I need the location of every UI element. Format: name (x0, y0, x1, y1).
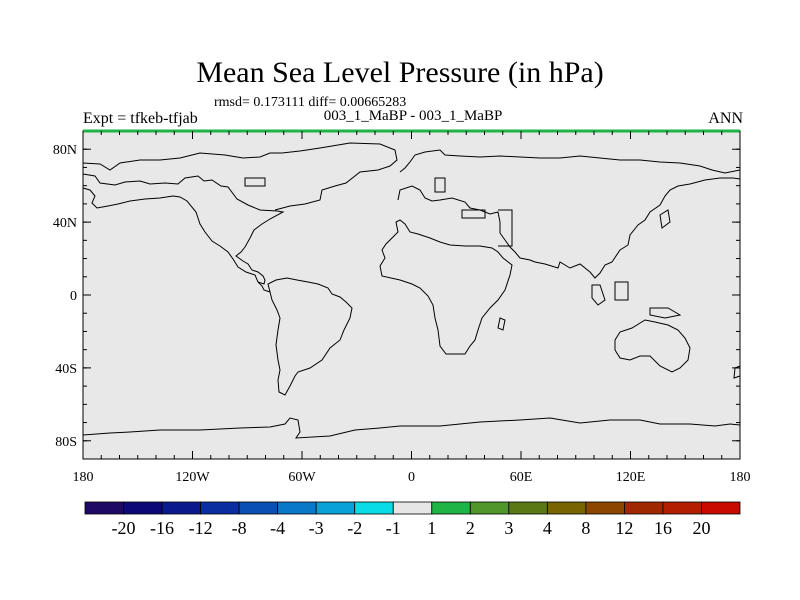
colorbar-label: 12 (615, 518, 633, 538)
colorbar-label: -8 (232, 518, 247, 538)
colorbar-swatch (701, 501, 741, 515)
coastline-antarctica (82, 417, 741, 439)
colorbar-label: 3 (504, 518, 513, 538)
coastline-japan (659, 209, 671, 229)
experiment-label: Expt = tfkeb-tfjab (83, 110, 198, 127)
lon-tick-label: 0 (408, 470, 415, 485)
colorbar-label: 2 (466, 518, 475, 538)
season-label: ANN (708, 110, 743, 127)
lon-tick-label: 180 (73, 470, 94, 485)
colorbar-label: -1 (386, 518, 401, 538)
colorbar-swatch (431, 501, 471, 515)
colorbar-label: 4 (543, 518, 552, 538)
colorbar-label: 8 (581, 518, 590, 538)
coastline-australia (614, 319, 691, 373)
colorbar-label: -16 (150, 518, 174, 538)
colorbar-swatch (508, 501, 548, 515)
lon-tick-label: 60E (510, 470, 533, 485)
colorbar-label: -2 (347, 518, 362, 538)
coastline-caspian (461, 209, 486, 219)
lon-tick-label: 120W (175, 470, 210, 485)
colorbar-label: -20 (112, 518, 136, 538)
colorbar-label: 20 (692, 518, 710, 538)
coastline-baffin (244, 177, 266, 187)
lat-tick-label: 40S (55, 362, 77, 377)
coastline-arabia (498, 209, 513, 247)
colorbar-label: 1 (427, 518, 436, 538)
colorbar-label: 16 (654, 518, 672, 538)
stats-line: rmsd= 0.173111 diff= 0.00665283 (214, 95, 407, 110)
colorbar-swatch (585, 501, 625, 515)
colorbar-swatch (662, 501, 702, 515)
lon-tick-label: 180 (730, 470, 751, 485)
coastline-north-america-2 (257, 281, 271, 293)
lat-tick-label: 80S (55, 435, 77, 450)
coastline-siberia (399, 149, 741, 174)
colorbar-swatch (200, 501, 240, 515)
colorbar-swatch (392, 501, 433, 515)
colorbar-swatch (84, 501, 124, 515)
coastlines (82, 142, 741, 439)
coastline-borneo (614, 281, 629, 301)
colorbar-label: -3 (309, 518, 324, 538)
colorbar-swatch (624, 501, 664, 515)
colorbar-swatch (277, 501, 317, 515)
lon-tick-label: 60W (288, 470, 316, 485)
lat-tick-label: 0 (70, 289, 77, 304)
coastline-indonesia (591, 284, 606, 306)
colorbar-swatch (238, 501, 279, 515)
lat-tick-label: 80N (53, 143, 77, 158)
coastline-scandinavia (434, 177, 446, 193)
coastline-new-guinea (649, 307, 682, 319)
period-label: 003_1_MaBP - 003_1_MaBP (323, 108, 503, 124)
colorbar-label: -12 (189, 518, 213, 538)
tick-labels: 80N 40N 0 40S 80S 180 120W 60W 0 60E 120E 180 (53, 143, 751, 485)
colorbar-labels: -20 -16 -12 -8 -4 -3 -2 -1 1 2 3 4 8 12 16 20 (112, 518, 711, 538)
lat-tick-label: 40N (53, 216, 77, 231)
colorbar-swatch (161, 501, 201, 515)
coastline-eurasia-africa (397, 177, 741, 279)
coastline-greenland (82, 142, 398, 211)
map-plot-area (82, 130, 741, 460)
coastline-madagascar (497, 317, 506, 331)
colorbar-swatch (123, 501, 163, 515)
colorbar-swatch (315, 501, 356, 515)
colorbar-swatch (546, 501, 587, 515)
lon-tick-label: 120E (616, 470, 646, 485)
coastline-south-america (267, 277, 353, 396)
chart-title: Mean Sea Level Pressure (in hPa) (196, 56, 604, 89)
coastline-africa (379, 219, 513, 355)
colorbar-label: -4 (270, 518, 285, 538)
axis-ticks (82, 131, 741, 459)
coastline-new-zealand (733, 365, 741, 379)
colorbar-swatch (469, 501, 510, 515)
colorbar (84, 501, 741, 515)
colorbar-swatch (354, 501, 394, 515)
coastline-north-america (82, 173, 285, 285)
